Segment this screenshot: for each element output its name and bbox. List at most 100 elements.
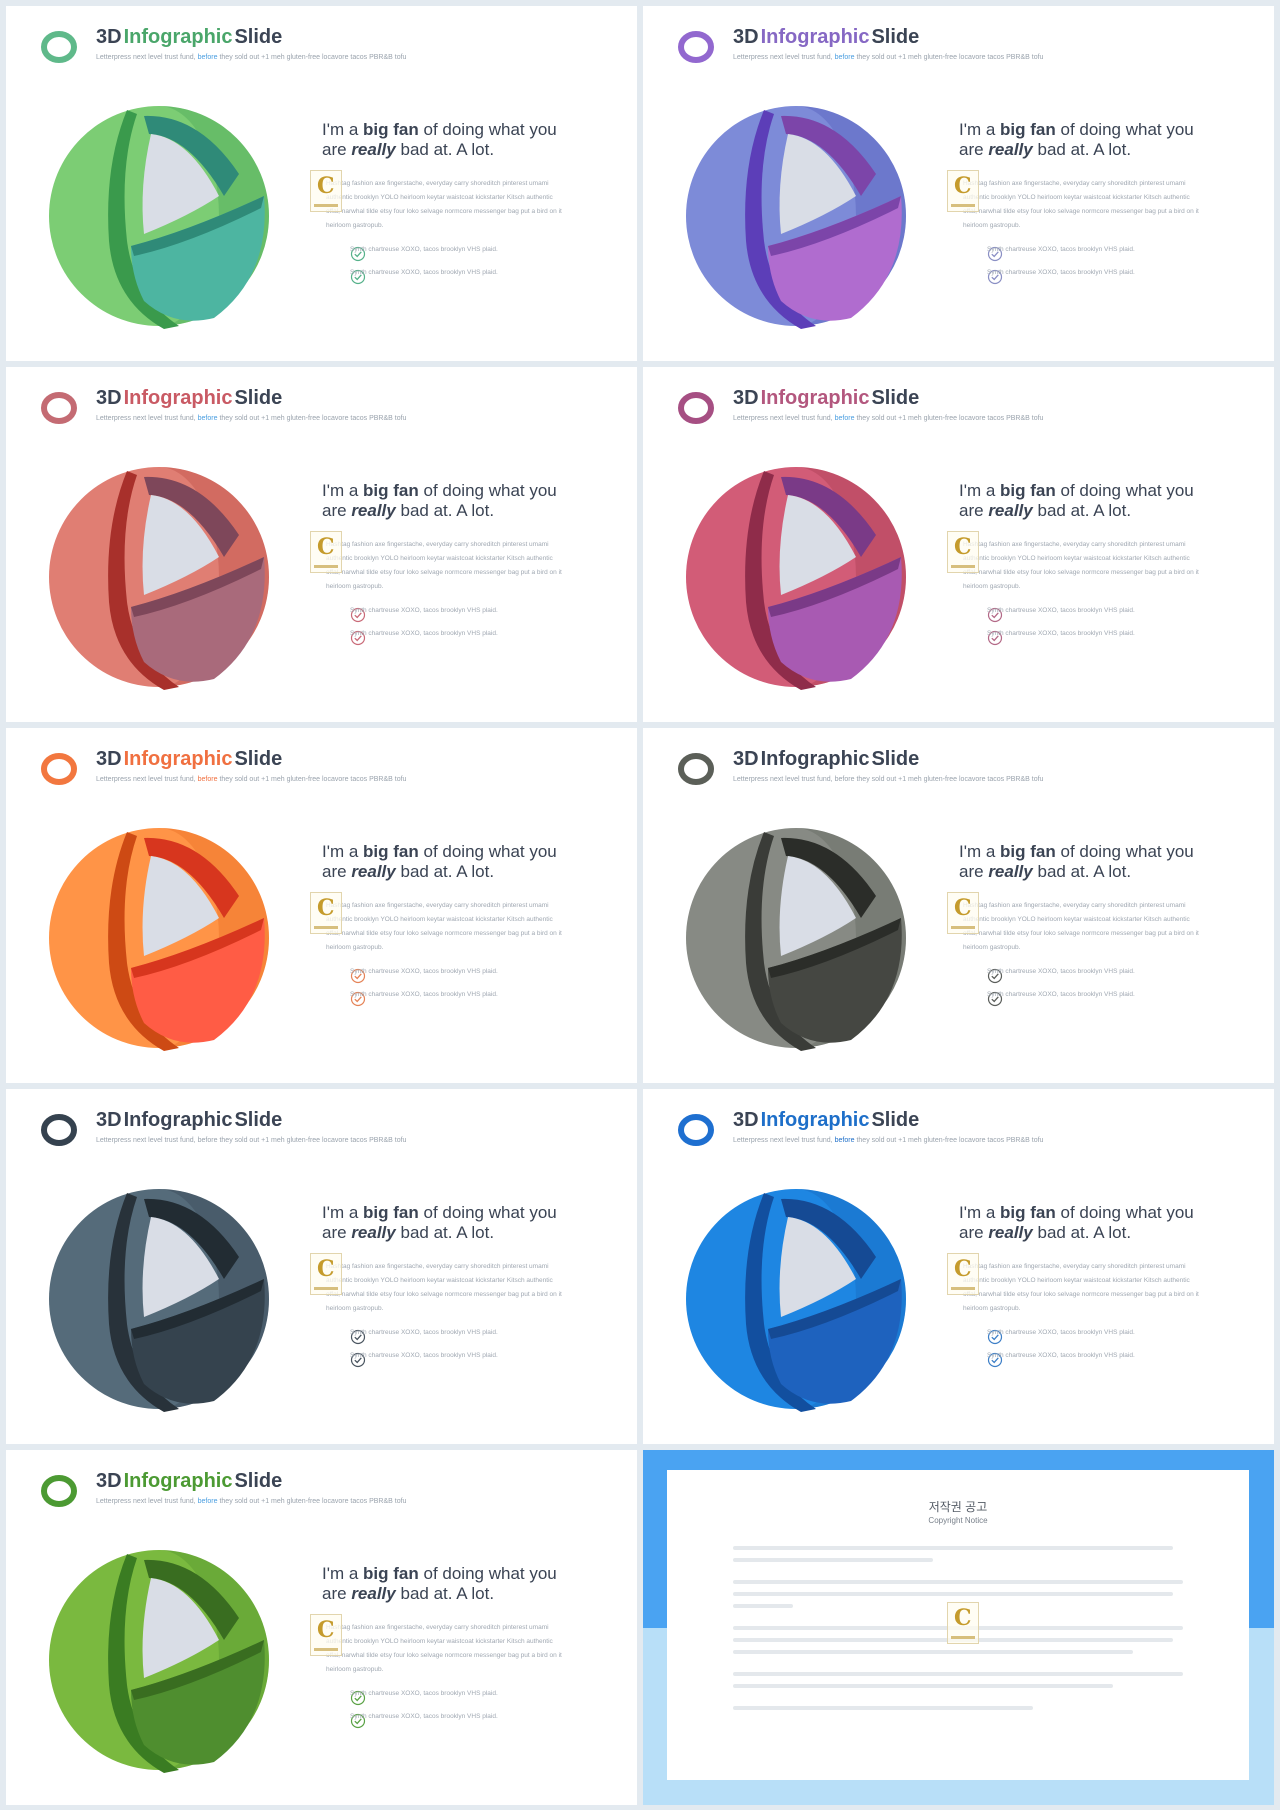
logo-ring bbox=[41, 31, 77, 63]
slide-title: 3D Infographic Slide bbox=[96, 26, 282, 49]
title-post: Slide bbox=[871, 26, 920, 48]
checklist-item: Synth chartreuse XOXO, tacos brooklyn VH… bbox=[963, 265, 1223, 285]
sphere-lower-edge bbox=[131, 196, 264, 256]
headline-part: bad at. A lot. bbox=[400, 140, 495, 159]
logo-ring bbox=[678, 1114, 714, 1146]
headline-big-fan: big fan bbox=[363, 1203, 419, 1222]
headline-part: bad at. A lot. bbox=[1037, 862, 1132, 881]
sphere-cut-rim bbox=[745, 1193, 816, 1412]
sphere-lower-edge bbox=[131, 557, 264, 617]
checklist-item: Synth chartreuse XOXO, tacos brooklyn VH… bbox=[963, 603, 1223, 623]
title-post: Slide bbox=[234, 1470, 283, 1492]
brand-ring-icon bbox=[39, 1471, 79, 1511]
slide-4[interactable]: 3D Infographic Slide Letterpress next level… bbox=[643, 367, 1274, 722]
brand-ring-icon bbox=[676, 749, 716, 789]
slide-9[interactable]: 3D Infographic Slide Letterpress next level… bbox=[6, 1450, 637, 1805]
title-accent: Infographic bbox=[760, 1109, 870, 1131]
subtitle-pre: Letterpress next level trust fund, bbox=[733, 415, 833, 422]
subtitle-post: they sold out +1 meh gluten-free locavor… bbox=[856, 54, 1044, 61]
sphere-cut-rim bbox=[108, 471, 179, 690]
sphere-lower-edge bbox=[131, 918, 264, 978]
slide-1[interactable]: 3D Infographic Slide Letterpress next level… bbox=[6, 6, 637, 361]
slide-subtitle: Letterpress next level trust fund, before… bbox=[96, 776, 406, 783]
title-accent: Infographic bbox=[760, 26, 870, 48]
slide-title: 3D Infographic Slide bbox=[733, 387, 919, 410]
checklist-text: Synth chartreuse XOXO, tacos brooklyn VH… bbox=[987, 1352, 1135, 1359]
slide-title: 3D Infographic Slide bbox=[96, 1470, 282, 1493]
subtitle-before: before bbox=[834, 415, 855, 422]
checklist-text: Synth chartreuse XOXO, tacos brooklyn VH… bbox=[987, 991, 1135, 998]
subtitle-pre: Letterpress next level trust fund, bbox=[96, 1498, 196, 1505]
sphere-core bbox=[779, 856, 856, 956]
headline-part: are bbox=[322, 1584, 347, 1603]
slide-title: 3D Infographic Slide bbox=[96, 748, 282, 771]
headline-part: are bbox=[959, 140, 984, 159]
sphere-lower-shell bbox=[131, 557, 265, 682]
headline-part: I'm a bbox=[322, 1564, 359, 1583]
title-pre: 3D bbox=[96, 26, 122, 48]
logo-ring bbox=[678, 753, 714, 785]
copyright-subtitle: Copyright Notice bbox=[928, 1516, 988, 1525]
title-pre: 3D bbox=[733, 748, 759, 770]
slide-7[interactable]: 3D Infographic Slide Letterpress next level… bbox=[6, 1089, 637, 1444]
logo-ring bbox=[678, 392, 714, 424]
checklist-text: Synth chartreuse XOXO, tacos brooklyn VH… bbox=[350, 1713, 498, 1720]
watermark-logo: C bbox=[947, 1253, 979, 1295]
copyright-slide[interactable]: 저작권 공고 Copyright Notice C bbox=[643, 1450, 1274, 1805]
headline-really: really bbox=[351, 1223, 396, 1242]
slide-3[interactable]: 3D Infographic Slide Letterpress next level… bbox=[6, 367, 637, 722]
brand-ring-icon bbox=[39, 27, 79, 67]
checklist-text: Synth chartreuse XOXO, tacos brooklyn VH… bbox=[350, 1329, 498, 1336]
headline-part: of doing what you bbox=[423, 842, 557, 861]
sphere-core bbox=[779, 1217, 856, 1317]
checklist-item: Synth chartreuse XOXO, tacos brooklyn VH… bbox=[963, 1348, 1223, 1368]
slide-subtitle: Letterpress next level trust fund, before… bbox=[96, 54, 406, 61]
sphere-core bbox=[142, 856, 219, 956]
slide-subtitle: Letterpress next level trust fund, before… bbox=[96, 415, 406, 422]
headline: I'm a big fan of doing what you are reall… bbox=[322, 1564, 557, 1604]
headline-part: are bbox=[322, 862, 347, 881]
logo-letter: C bbox=[317, 1617, 335, 1643]
sphere-lower-edge bbox=[131, 1640, 264, 1700]
headline: I'm a big fan of doing what you are reall… bbox=[959, 842, 1194, 882]
sphere-cut-rim bbox=[745, 110, 816, 329]
watermark-logo: C bbox=[947, 170, 979, 212]
headline-part: of doing what you bbox=[423, 1203, 557, 1222]
body-text: Hashtag fashion axe fingerstache, everyd… bbox=[963, 541, 1199, 590]
slide-8[interactable]: 3D Infographic Slide Letterpress next level… bbox=[643, 1089, 1274, 1444]
headline-really: really bbox=[988, 140, 1033, 159]
sphere-3d-graphic bbox=[39, 818, 279, 1058]
subtitle-pre: Letterpress next level trust fund, bbox=[96, 54, 196, 61]
sphere-core bbox=[142, 1217, 219, 1317]
watermark-logo: C bbox=[310, 1253, 342, 1295]
headline-big-fan: big fan bbox=[363, 842, 419, 861]
headline-part: bad at. A lot. bbox=[400, 501, 495, 520]
subtitle-pre: Letterpress next level trust fund, bbox=[733, 1137, 833, 1144]
brand-ring-icon bbox=[39, 388, 79, 428]
brand-ring-icon bbox=[676, 388, 716, 428]
checklist-item: Synth chartreuse XOXO, tacos brooklyn VH… bbox=[326, 1325, 586, 1345]
title-pre: 3D bbox=[96, 1470, 122, 1492]
slide-5[interactable]: 3D Infographic Slide Letterpress next level… bbox=[6, 728, 637, 1083]
checklist-text: Synth chartreuse XOXO, tacos brooklyn VH… bbox=[350, 1352, 498, 1359]
sphere-3d-graphic bbox=[39, 1179, 279, 1419]
checklist-text: Synth chartreuse XOXO, tacos brooklyn VH… bbox=[987, 607, 1135, 614]
sphere-core bbox=[142, 1578, 219, 1678]
checklist-item: Synth chartreuse XOXO, tacos brooklyn VH… bbox=[963, 964, 1223, 984]
headline-part: I'm a bbox=[959, 481, 996, 500]
subtitle-pre: Letterpress next level trust fund, bbox=[733, 776, 833, 783]
headline-part: of doing what you bbox=[423, 481, 557, 500]
sphere-cut-rim bbox=[108, 110, 179, 329]
subtitle-before: before bbox=[834, 1137, 855, 1144]
checklist-text: Synth chartreuse XOXO, tacos brooklyn VH… bbox=[987, 1329, 1135, 1336]
headline-part: bad at. A lot. bbox=[400, 1584, 495, 1603]
checklist-item: Synth chartreuse XOXO, tacos brooklyn VH… bbox=[326, 1709, 586, 1729]
slide-2[interactable]: 3D Infographic Slide Letterpress next level… bbox=[643, 6, 1274, 361]
subtitle-post: they sold out +1 meh gluten-free locavor… bbox=[219, 1137, 407, 1144]
logo-letter: C bbox=[954, 1605, 972, 1631]
title-accent: Infographic bbox=[123, 387, 233, 409]
slide-6[interactable]: 3D Infographic Slide Letterpress next level… bbox=[643, 728, 1274, 1083]
sphere-upper-shell bbox=[781, 1198, 876, 1279]
sphere-lower-edge bbox=[768, 196, 901, 256]
checklist-item: Synth chartreuse XOXO, tacos brooklyn VH… bbox=[326, 964, 586, 984]
